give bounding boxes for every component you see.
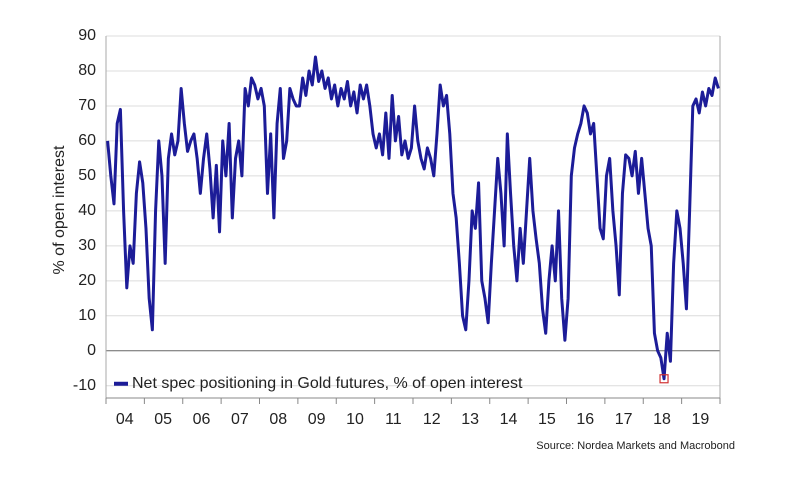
x-tick-label: 07	[231, 411, 249, 428]
y-tick-label: 20	[78, 272, 96, 289]
y-tick-label: 30	[78, 237, 96, 254]
x-tick-label: 05	[154, 411, 172, 428]
x-tick-label: 09	[308, 411, 326, 428]
y-tick-label: 50	[78, 167, 96, 184]
y-tick-label: -10	[73, 377, 96, 394]
legend-label: Net spec positioning in Gold futures, % …	[132, 375, 523, 392]
x-tick-label: 11	[385, 411, 402, 428]
y-axis-label: % of open interest	[51, 145, 68, 275]
x-tick-label: 18	[653, 411, 671, 428]
x-tick-label: 10	[346, 411, 364, 428]
y-tick-label: 0	[87, 342, 96, 359]
source: Source: Nordea Markets and Macrobond	[536, 440, 735, 452]
x-tick-label: 15	[538, 411, 556, 428]
x-tick-label: 04	[116, 411, 134, 428]
x-tick-label: 16	[576, 411, 594, 428]
x-tick-label: 06	[193, 411, 211, 428]
y-tick-label: 40	[78, 202, 96, 219]
x-tick-label: 13	[461, 411, 479, 428]
y-tick-label: 70	[78, 97, 96, 114]
y-tick-label: 80	[78, 62, 96, 79]
y-tick-label: 90	[78, 27, 96, 44]
y-tick-label: 10	[78, 307, 96, 324]
x-tick-label: 08	[269, 411, 287, 428]
x-tick-label: 14	[500, 411, 518, 428]
data-line	[106, 55, 720, 381]
x-tick-label: 17	[615, 411, 633, 428]
x-tick-label: 19	[692, 411, 710, 428]
min-marker	[659, 374, 669, 384]
y-tick-label: 60	[78, 132, 96, 149]
x-tick-label: 12	[423, 411, 441, 428]
